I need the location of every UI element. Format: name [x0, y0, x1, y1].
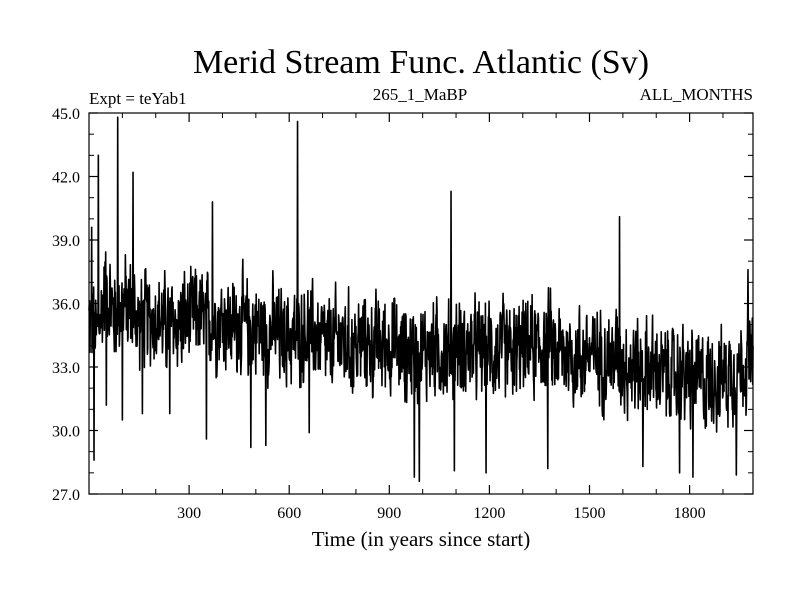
y-tick-label: 33.0 [52, 360, 80, 377]
subtitle-center: 265_1_MaBP [373, 85, 467, 104]
plot-area [88, 116, 754, 483]
y-tick-label: 36.0 [52, 297, 80, 314]
y-tick-label: 30.0 [52, 424, 80, 441]
x-tick-label: 1500 [574, 505, 606, 522]
x-tick-label: 600 [277, 505, 301, 522]
y-tick-label: 27.0 [52, 487, 80, 504]
y-tick-label: 45.0 [52, 106, 80, 123]
axes: 27.0 30.0 33.0 36.0 39.0 42.0 45.0 300 600 900 120… [52, 106, 754, 522]
x-tick-label: 300 [177, 505, 201, 522]
chart-title: Merid Stream Func. Atlantic (Sv) [193, 44, 649, 81]
subtitle-left: Expt = teYab1 [89, 89, 187, 108]
x-tick-label: 1800 [674, 505, 706, 522]
subtitle-right: ALL_MONTHS [640, 85, 753, 104]
x-axis-label: Time (in years since start) [312, 527, 531, 551]
y-tick-label: 42.0 [52, 170, 80, 187]
x-tick-label: 1200 [473, 505, 505, 522]
x-tick-label: 900 [377, 505, 401, 522]
series-line [88, 116, 754, 483]
y-tick-label: 39.0 [52, 233, 80, 250]
